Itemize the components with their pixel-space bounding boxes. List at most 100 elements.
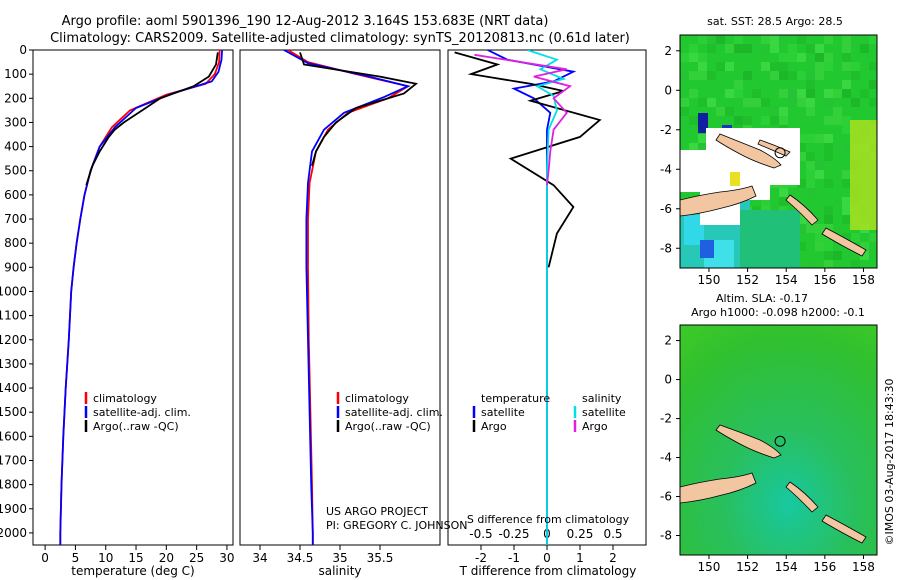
sst-pixel bbox=[824, 224, 833, 233]
sst-pixel bbox=[797, 224, 806, 233]
sst-pixel bbox=[788, 89, 797, 98]
sst-pixel bbox=[824, 179, 833, 188]
sst-pixel bbox=[869, 62, 877, 71]
sst-pixel bbox=[743, 44, 752, 53]
sst-pixel bbox=[680, 107, 689, 116]
x-tick-label: 34 bbox=[252, 551, 267, 565]
sst-pixel bbox=[797, 98, 806, 107]
y-tick-label: 1700 bbox=[0, 453, 27, 467]
sst-map-field bbox=[680, 35, 877, 268]
sst-pixel bbox=[806, 107, 815, 116]
y-tick-label: 1000 bbox=[0, 284, 27, 298]
sst-pixel bbox=[725, 107, 734, 116]
sst-pixel bbox=[779, 62, 788, 71]
sst-pixel bbox=[779, 89, 788, 98]
project-credit: US ARGO PROJECT bbox=[326, 505, 428, 518]
sst-pixel bbox=[716, 62, 725, 71]
salinity-legend: climatology satellite-adj. clim. Argo(..… bbox=[336, 392, 443, 433]
sla-map-field bbox=[680, 325, 877, 555]
x-tick-label: 0 bbox=[41, 551, 49, 565]
sst-map-frame bbox=[679, 34, 878, 269]
sst-pixel bbox=[770, 35, 779, 44]
sst-pixel bbox=[734, 116, 743, 125]
temperature-x-label: temperature (deg C) bbox=[71, 564, 194, 578]
sst-pixel bbox=[842, 143, 851, 152]
sla-background bbox=[680, 325, 877, 555]
sst-pixel bbox=[842, 35, 851, 44]
y-tick-label: 0 bbox=[19, 43, 27, 57]
sst-pixel bbox=[815, 233, 824, 242]
sst-pixel bbox=[707, 35, 716, 44]
sst-pixel bbox=[761, 197, 770, 206]
sst-pixel bbox=[806, 71, 815, 80]
y-tick-label: 1100 bbox=[0, 309, 27, 323]
sla-map-panel: Altim. SLA: -0.17 Argo h1000: -0.098 h20… bbox=[660, 292, 878, 574]
sst-pixel bbox=[779, 197, 788, 206]
sla-map-subtitle: Argo h1000: -0.098 h2000: -0.1 bbox=[691, 306, 865, 319]
legend-argo-label: Argo(..raw -QC) bbox=[93, 420, 179, 433]
series-line-argo bbox=[299, 52, 419, 167]
sst-pixel bbox=[698, 143, 707, 152]
sst-pixel bbox=[824, 98, 833, 107]
sst-pixel bbox=[779, 35, 788, 44]
sst-pixel bbox=[698, 98, 707, 107]
sst-pixel bbox=[680, 188, 689, 197]
series-line-satellite bbox=[283, 50, 411, 545]
sst-yellow-patch bbox=[730, 172, 740, 186]
map-x-tick-label: 150 bbox=[698, 560, 721, 574]
sst-pixel bbox=[869, 80, 877, 89]
y-tick-label: 100 bbox=[4, 67, 27, 81]
s-difference-label: S difference from climatology bbox=[467, 513, 630, 526]
sst-pixel bbox=[734, 80, 743, 89]
salinity-x-label: salinity bbox=[318, 564, 361, 578]
sst-pixel bbox=[779, 71, 788, 80]
sst-pixel bbox=[797, 179, 806, 188]
sst-pixel bbox=[833, 107, 842, 116]
sst-pixel bbox=[815, 53, 824, 62]
sst-warm-east bbox=[850, 120, 877, 230]
s-tick-label: 0.5 bbox=[603, 527, 622, 541]
t-tick-label: 2 bbox=[609, 551, 617, 565]
sst-pixel bbox=[725, 62, 734, 71]
sst-pixel bbox=[869, 35, 877, 44]
pi-credit: PI: GREGORY C. JOHNSON bbox=[326, 519, 467, 532]
series-line-climatology bbox=[59, 50, 221, 545]
x-tick-label: 25 bbox=[189, 551, 204, 565]
difference-panel: -2 -1 0 1 2-0.5 -0.25 0 0.25 0.5 S difference fr… bbox=[447, 49, 647, 578]
sst-pixel bbox=[824, 215, 833, 224]
sst-pixel bbox=[689, 143, 698, 152]
sst-pixel bbox=[680, 71, 689, 80]
y-tick-label: 500 bbox=[4, 164, 27, 178]
land-bougainville bbox=[785, 194, 819, 226]
sst-pixel bbox=[770, 116, 779, 125]
sst-pixel bbox=[815, 242, 824, 251]
sst-pixel bbox=[851, 98, 860, 107]
temperature-plot-frame bbox=[32, 49, 234, 546]
sst-pixel bbox=[698, 71, 707, 80]
map-y-tick-label: -8 bbox=[660, 241, 672, 255]
sst-pixel bbox=[797, 89, 806, 98]
sst-pixel bbox=[770, 44, 779, 53]
sst-pixel bbox=[698, 53, 707, 62]
y-tick-label: 1200 bbox=[0, 333, 27, 347]
s-tick-label: -0.5 bbox=[469, 527, 492, 541]
s-tick-label: -0.25 bbox=[498, 527, 529, 541]
y-tick-label: 900 bbox=[4, 260, 27, 274]
y-tick-label: 1400 bbox=[0, 381, 27, 395]
sst-pixel bbox=[689, 89, 698, 98]
sst-pixel bbox=[734, 89, 743, 98]
y-tick-label: 1600 bbox=[0, 429, 27, 443]
sst-pixel bbox=[797, 242, 806, 251]
sst-pixel bbox=[806, 80, 815, 89]
sst-pixel bbox=[869, 233, 877, 242]
sst-pixel bbox=[833, 89, 842, 98]
sst-pixel bbox=[806, 179, 815, 188]
sst-pixel bbox=[815, 62, 824, 71]
legend-salinity-heading: salinity bbox=[582, 392, 622, 405]
y-tick-label: 200 bbox=[4, 91, 27, 105]
sst-pixel bbox=[806, 44, 815, 53]
x-tick-label: 20 bbox=[159, 551, 174, 565]
land-new-britain bbox=[715, 424, 782, 459]
sst-pixel bbox=[824, 35, 833, 44]
sst-pixel bbox=[815, 170, 824, 179]
